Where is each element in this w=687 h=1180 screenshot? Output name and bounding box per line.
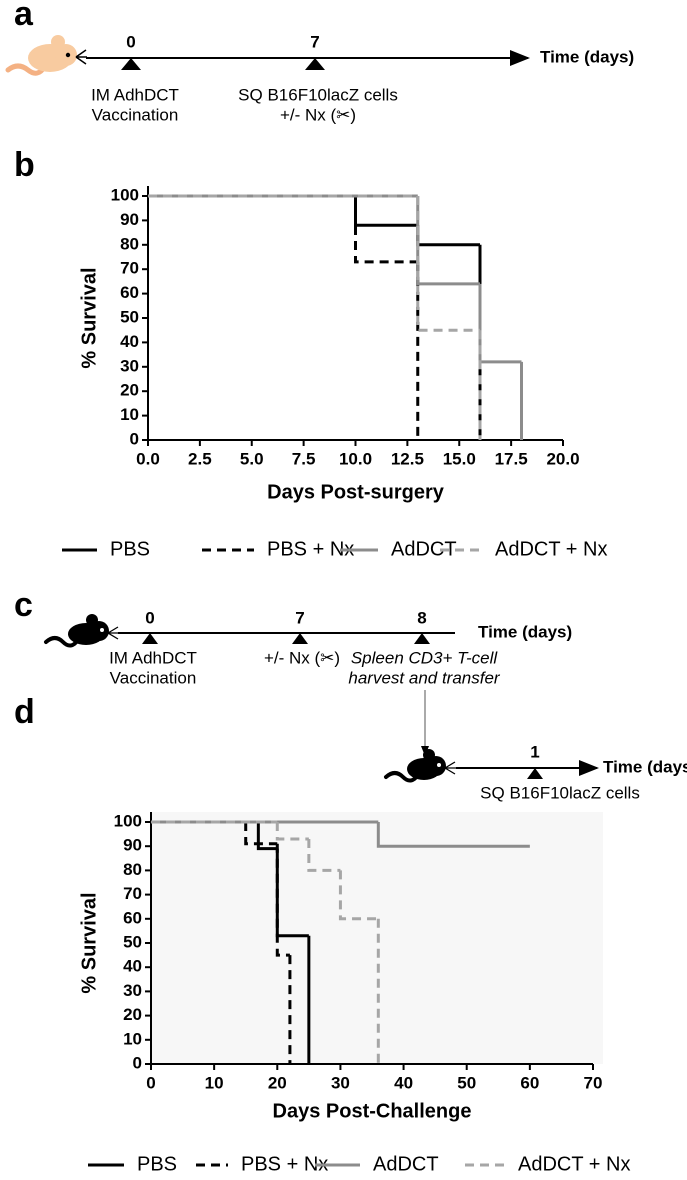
survival-step (416, 225, 480, 247)
timeline-axis-label: Time (days) (540, 47, 634, 66)
x-tick-label: 0 (146, 1073, 155, 1092)
event-day: 0 (145, 608, 154, 627)
event-label: Spleen CD3+ T-cell (351, 648, 499, 667)
event-day: 0 (126, 32, 135, 51)
event-label: Vaccination (92, 105, 179, 124)
y-axis-label: % Survival (78, 892, 100, 993)
y-tick-label: 0 (130, 429, 139, 448)
y-tick-label: 10 (120, 405, 139, 424)
y-tick-label: 60 (120, 283, 139, 302)
survival-step (244, 822, 278, 846)
event-label: SQ B16F10lacZ cells (238, 85, 398, 104)
timeline-axis-label: Time (days) (603, 757, 687, 776)
x-tick-label: 0.0 (136, 449, 160, 468)
survival-step (416, 196, 480, 332)
y-tick-label: 100 (114, 811, 142, 830)
event-day: 1 (530, 742, 539, 761)
y-tick-label: 20 (123, 1005, 142, 1024)
event-marker (305, 58, 325, 70)
event-marker (414, 633, 430, 644)
panel-label: c (14, 586, 33, 624)
x-tick-label: 70 (584, 1073, 603, 1092)
legend-label: PBS + Nx (267, 538, 354, 560)
y-axis-label: % Survival (78, 267, 100, 368)
survival-step (478, 283, 522, 364)
y-tick-label: 80 (120, 234, 139, 253)
y-tick-label: 0 (133, 1053, 142, 1072)
x-tick-label: 7.5 (292, 449, 316, 468)
legend-label: PBS + Nx (241, 1153, 328, 1175)
event-label: SQ B16F10lacZ cells (480, 783, 640, 802)
x-tick-label: 17.5 (495, 449, 528, 468)
event-day: 7 (295, 608, 304, 627)
panel-label: a (14, 0, 34, 33)
x-tick-label: 50 (457, 1073, 476, 1092)
event-label: +/- Nx (✂) (264, 648, 340, 667)
x-axis-label: Days Post-Challenge (273, 1100, 472, 1122)
x-axis-label: Days Post-surgery (267, 481, 445, 503)
x-tick-label: 15.0 (443, 449, 476, 468)
x-tick-label: 12.5 (391, 449, 424, 468)
legend-label: AdDCT + Nx (495, 538, 607, 560)
survival-step (354, 196, 418, 264)
event-marker (527, 768, 543, 779)
panel-label: b (14, 146, 35, 184)
survival-step (275, 843, 290, 957)
event-marker (292, 633, 308, 644)
y-tick-label: 40 (120, 332, 139, 351)
event-day: 8 (417, 608, 426, 627)
y-tick-label: 30 (123, 981, 142, 1000)
y-tick-label: 60 (123, 908, 142, 927)
x-tick-label: 60 (520, 1073, 539, 1092)
y-tick-label: 70 (120, 259, 139, 278)
mouse-icon (44, 614, 119, 648)
survival-step (256, 822, 278, 851)
mouse-icon (5, 35, 87, 76)
legend-label: PBS (137, 1153, 177, 1175)
y-tick-label: 100 (111, 185, 139, 204)
event-label: harvest and transfer (348, 668, 501, 687)
x-tick-label: 20.0 (546, 449, 579, 468)
survival-step (307, 838, 341, 872)
survival-step (275, 822, 309, 841)
y-tick-label: 70 (123, 884, 142, 903)
survival-step (376, 822, 530, 848)
timeline-axis-label: Time (days) (478, 622, 572, 641)
x-tick-label: 10 (205, 1073, 224, 1092)
legend-label: PBS (110, 538, 150, 560)
y-tick-label: 90 (123, 836, 142, 855)
event-label: IM AdhDCT (109, 648, 197, 667)
event-marker (142, 633, 158, 644)
legend-label: AdDCT + Nx (518, 1153, 630, 1175)
panel-label: d (14, 693, 35, 731)
x-tick-label: 10.0 (339, 449, 372, 468)
survival-step (338, 870, 379, 921)
y-tick-label: 90 (120, 210, 139, 229)
event-day: 7 (310, 32, 319, 51)
y-tick-label: 50 (123, 932, 142, 951)
x-tick-label: 30 (331, 1073, 350, 1092)
legend-label: AdDCT (373, 1153, 439, 1175)
y-tick-label: 40 (123, 957, 142, 976)
event-label: +/- Nx (✂) (280, 105, 356, 124)
survival-step (416, 196, 480, 286)
survival-step (354, 196, 418, 227)
mouse-icon (384, 749, 456, 783)
x-tick-label: 5.0 (240, 449, 264, 468)
y-tick-label: 30 (120, 356, 139, 375)
y-tick-label: 10 (123, 1029, 142, 1048)
x-tick-label: 2.5 (188, 449, 212, 468)
y-tick-label: 50 (120, 307, 139, 326)
event-label: IM AdhDCT (91, 85, 179, 104)
y-tick-label: 80 (123, 860, 142, 879)
x-tick-label: 40 (394, 1073, 413, 1092)
y-tick-label: 20 (120, 381, 139, 400)
legend-label: AdDCT (391, 538, 457, 560)
event-label: Vaccination (110, 668, 197, 687)
event-marker (121, 58, 141, 70)
x-tick-label: 20 (268, 1073, 287, 1092)
